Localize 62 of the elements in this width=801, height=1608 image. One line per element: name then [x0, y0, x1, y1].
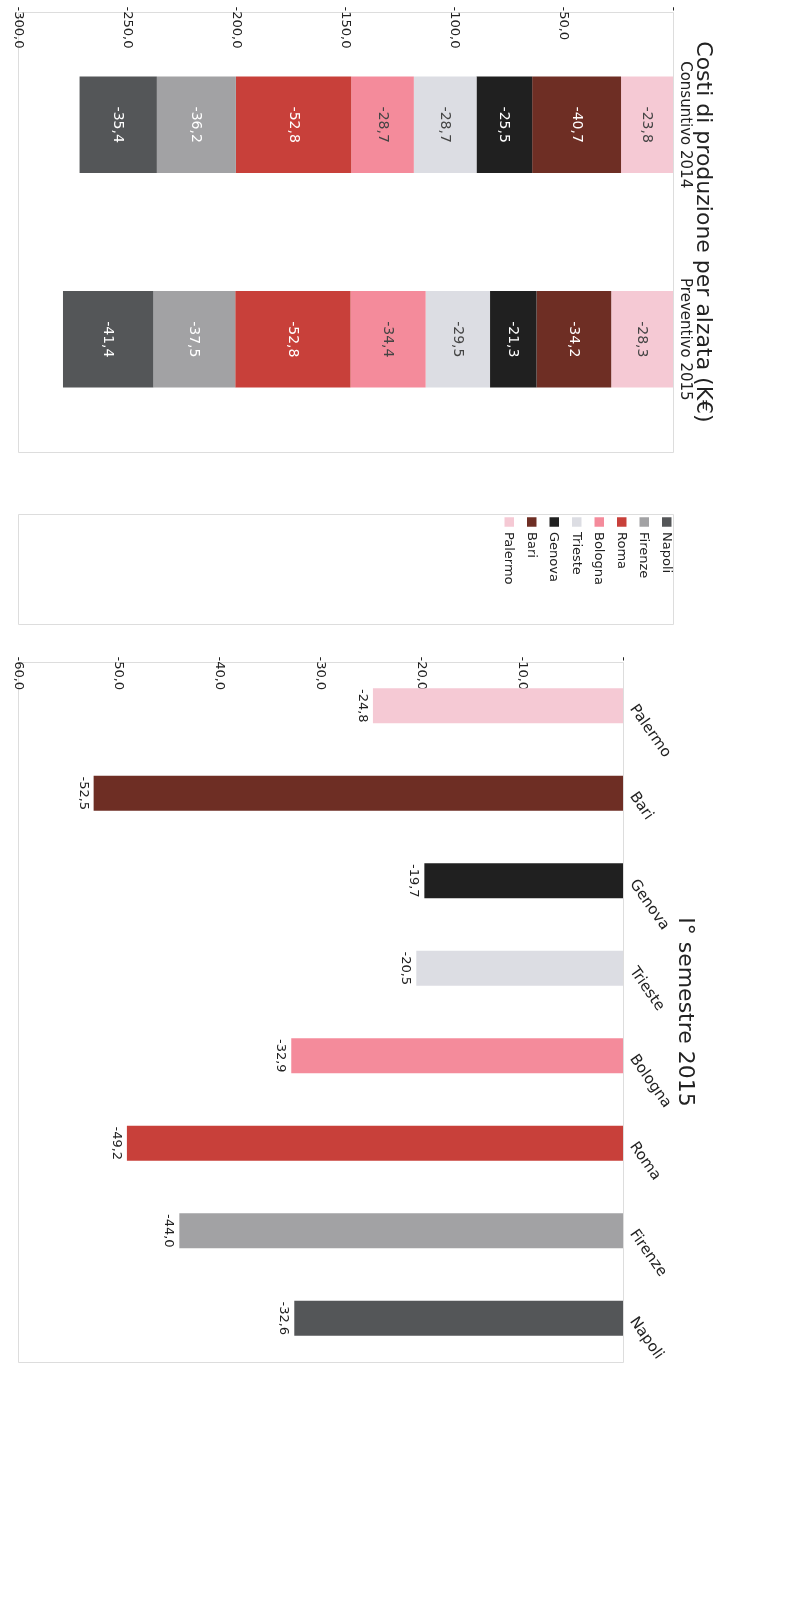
data-label: -52,5 [76, 776, 92, 811]
data-label: -24,8 [355, 688, 371, 723]
data-label: -49,2 [109, 1126, 125, 1161]
bar [413, 76, 477, 173]
data-label: -28,3 [635, 321, 652, 358]
bar [235, 291, 351, 388]
data-label: -52,8 [286, 106, 303, 143]
bar [79, 76, 157, 173]
data-label: -19,7 [407, 863, 423, 898]
data-label: -36,2 [189, 106, 206, 143]
data-label: -32,6 [277, 1301, 293, 1336]
data-label: -35,4 [111, 106, 128, 143]
x-tick-label: -60,0 [11, 656, 27, 691]
data-label: -37,5 [187, 321, 204, 358]
data-label: -41,4 [101, 321, 118, 358]
x-tick-label: -200,0 [229, 6, 245, 49]
bar [350, 291, 426, 388]
data-label: -28,7 [438, 106, 455, 143]
data-label: -44,0 [162, 1213, 178, 1248]
legend-label: Trieste [569, 531, 585, 575]
data-label: -29,5 [450, 321, 467, 358]
x-tick-label: -50,0 [112, 656, 128, 691]
bar [611, 291, 673, 388]
bar [425, 291, 491, 388]
data-label: -21,3 [506, 321, 523, 358]
legend-label: Genova [547, 532, 563, 582]
data-label: -52,8 [285, 321, 302, 358]
data-label: -34,4 [381, 321, 398, 358]
legend-label: Bari [524, 532, 540, 558]
x-tick-label: -100,0 [448, 6, 464, 49]
bar [235, 76, 352, 173]
x-tick-label: -30,0 [314, 656, 329, 691]
x-tick-label: -20,0 [414, 656, 430, 691]
bar [536, 291, 612, 388]
data-label: -25,5 [497, 106, 514, 143]
data-label: -32,9 [274, 1038, 290, 1073]
bar [490, 291, 537, 388]
x-tick-label: -250,0 [120, 6, 136, 49]
data-label: -34,2 [566, 321, 583, 358]
data-label: -28,7 [375, 106, 392, 143]
bar [156, 76, 236, 173]
bar [351, 76, 414, 173]
data-label: -23,8 [640, 106, 657, 143]
legend-label: Palermo [502, 532, 518, 585]
x-tick-label: -300,0 [11, 6, 27, 49]
x-tick-label: - [616, 656, 632, 662]
y-tick-label: Preventivo 2015 [676, 278, 695, 401]
x-tick-label: - [666, 6, 682, 12]
x-tick-label: -50,0 [557, 6, 573, 41]
bar [153, 291, 236, 388]
x-tick-label: -40,0 [213, 656, 229, 691]
legend-label: Bologna [592, 532, 608, 585]
data-label: -40,7 [569, 106, 586, 143]
bar [476, 76, 533, 173]
text: I° semestre 2015 [673, 917, 699, 1107]
bar [62, 291, 154, 388]
bar [621, 76, 673, 173]
x-tick-label: -150,0 [339, 6, 354, 49]
x-tick-label: -10,0 [515, 656, 531, 691]
bar [532, 76, 622, 173]
data-label: -20,5 [399, 951, 415, 986]
text: Costi di produzione per alzata (K€) [692, 41, 717, 423]
